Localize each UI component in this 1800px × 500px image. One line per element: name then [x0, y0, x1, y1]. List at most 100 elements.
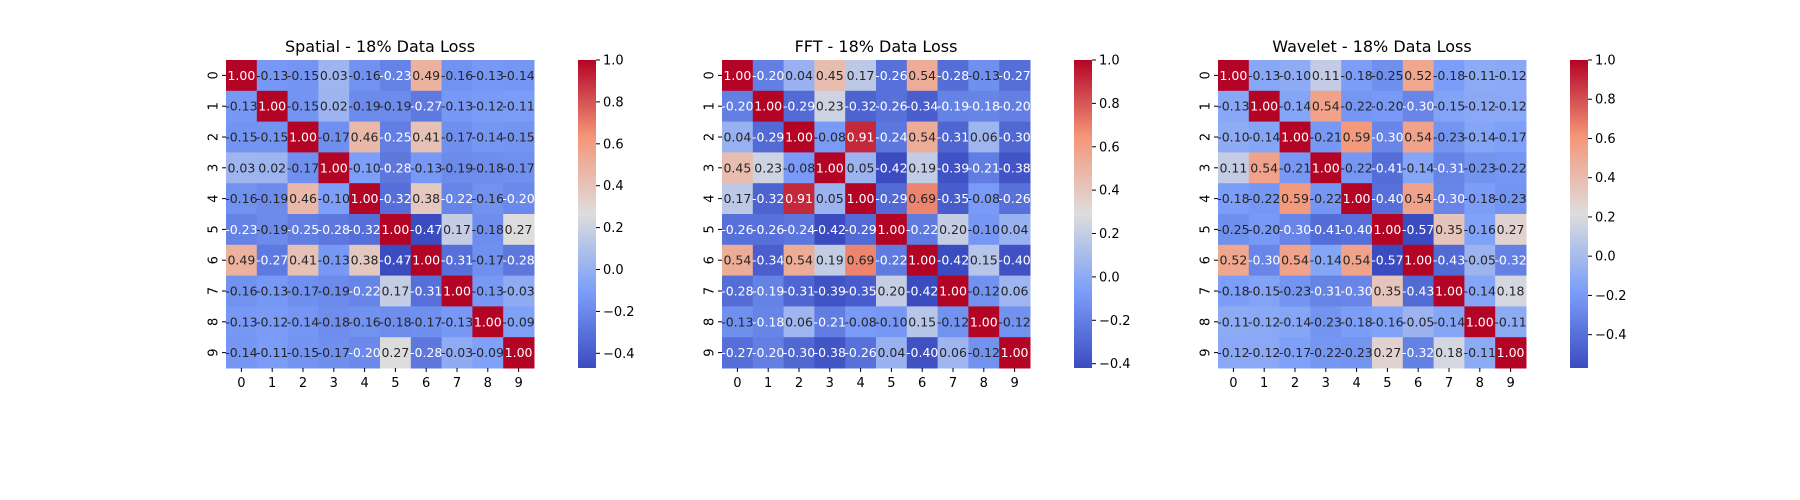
cell-value-label: 1.00	[1001, 345, 1029, 360]
heatmap-cell	[1372, 152, 1404, 184]
heatmap-cell	[999, 152, 1031, 184]
cell-value-label: 1.00	[1373, 222, 1401, 237]
cell-value-label: 0.04	[785, 68, 813, 83]
cell-value-label: 1.00	[723, 68, 751, 83]
x-tick-label: 5	[1383, 376, 1391, 391]
cell-value-label: -0.39	[937, 160, 969, 175]
colorbar-tick-label: 0.8	[1595, 93, 1616, 108]
cell-value-label: -0.16	[348, 68, 380, 83]
cell-value-label: 0.54	[908, 68, 936, 83]
heatmap-cell	[287, 275, 319, 307]
cell-value-label: -0.12	[1248, 314, 1280, 329]
cell-value-label: -0.19	[348, 99, 380, 114]
heatmap-cell	[1341, 183, 1373, 215]
chart-title: Spatial - 18% Data Loss	[285, 37, 475, 56]
heatmap-cell	[783, 337, 815, 369]
heatmap-cell	[1372, 183, 1404, 215]
heatmap-cell	[876, 337, 908, 369]
cell-value-label: 0.54	[1312, 99, 1340, 114]
y-tick-label: 4	[1199, 194, 1214, 202]
cell-value-label: -0.14	[472, 130, 504, 145]
cell-value-label: -0.38	[814, 345, 846, 360]
cell-value-label: -0.17	[441, 130, 473, 145]
cell-value-label: -0.24	[875, 130, 907, 145]
cell-value-label: 1.00	[754, 99, 782, 114]
cell-value-label: -0.47	[410, 222, 442, 237]
heatmap-cell	[1495, 60, 1527, 92]
heatmap-cell	[814, 214, 846, 246]
cell-value-label: -0.25	[1217, 222, 1249, 237]
cell-value-label: -0.25	[379, 130, 411, 145]
cell-value-label: -0.17	[318, 130, 350, 145]
heatmap-cell	[287, 152, 319, 184]
cell-value-label: -0.13	[472, 68, 504, 83]
heatmap-cell	[380, 121, 412, 153]
cell-value-label: -0.28	[379, 160, 411, 175]
heatmap-cell	[1495, 306, 1527, 338]
cell-value-label: -0.13	[410, 160, 442, 175]
heatmap-cell	[906, 60, 939, 92]
cell-value-label: -0.13	[441, 99, 473, 114]
cell-value-label: -0.35	[937, 191, 969, 206]
heatmap-cell	[937, 183, 969, 215]
cell-value-label: -0.23	[1310, 314, 1342, 329]
cell-value-label: 0.54	[1404, 191, 1432, 206]
cell-value-label: -0.13	[225, 314, 257, 329]
heatmap-cell	[318, 60, 350, 92]
heatmap-cell	[441, 244, 473, 277]
cell-value-label: 1.00	[939, 284, 967, 299]
heatmap-cell	[1433, 306, 1465, 338]
cell-value-label: -0.26	[998, 191, 1030, 206]
heatmap-cell	[968, 121, 1000, 153]
cell-value-label: -0.22	[1310, 345, 1342, 360]
y-tick-label: 8	[207, 318, 222, 326]
cell-value-label: -0.12	[1248, 345, 1280, 360]
heatmap-cell	[472, 121, 504, 153]
cell-value-label: -0.15	[225, 130, 257, 145]
cell-value-label: 1.00	[1281, 130, 1309, 145]
heatmap-cell	[814, 121, 846, 153]
cell-value-label: -0.18	[318, 314, 350, 329]
y-tick-label: 6	[1199, 256, 1214, 264]
heatmap-cell	[814, 152, 846, 184]
heatmap-cell	[1310, 90, 1342, 123]
heatmap-cell	[783, 152, 815, 184]
heatmap-cell	[999, 214, 1031, 246]
heatmap-cell	[410, 152, 443, 184]
cell-value-label: -0.40	[1371, 191, 1403, 206]
cell-value-label: 0.49	[412, 68, 440, 83]
cell-value-label: -0.30	[1371, 130, 1403, 145]
heatmap-cell	[906, 275, 939, 307]
heatmap-cell	[1279, 306, 1311, 338]
colorbar-tick-label: 0.6	[1099, 140, 1120, 155]
colorbar-tick-label: 0.2	[1099, 227, 1120, 242]
heatmap-cell	[1218, 183, 1250, 215]
cell-value-label: -0.13	[1217, 99, 1249, 114]
heatmap-cell	[1495, 90, 1527, 123]
heatmap-cell	[1402, 152, 1435, 184]
x-tick-label: 3	[826, 376, 834, 391]
cell-value-label: -0.16	[1371, 314, 1403, 329]
cell-value-label: -0.10	[318, 191, 350, 206]
heatmap-cell	[999, 275, 1031, 307]
cell-value-label: -0.22	[348, 284, 380, 299]
cell-value-label: -0.20	[502, 191, 534, 206]
heatmap-cell	[287, 121, 319, 153]
cell-value-label: -0.09	[502, 314, 534, 329]
cell-value-label: 0.04	[1001, 222, 1029, 237]
heatmap-cell	[287, 337, 319, 369]
heatmap-cell	[226, 244, 258, 277]
cell-value-label: 1.00	[351, 191, 379, 206]
cell-value-label: -0.40	[1340, 222, 1372, 237]
heatmap-cell	[256, 90, 289, 123]
y-tick-label: 2	[207, 133, 222, 141]
heatmap-cell	[1279, 214, 1311, 246]
colorbar-tick-label: 0.0	[1595, 250, 1616, 265]
cell-value-label: -0.15	[1248, 284, 1280, 299]
cell-value-label: -0.11	[256, 345, 288, 360]
cell-value-label: -0.14	[502, 68, 534, 83]
heatmap-cell	[783, 214, 815, 246]
cell-value-label: 1.00	[1250, 99, 1278, 114]
